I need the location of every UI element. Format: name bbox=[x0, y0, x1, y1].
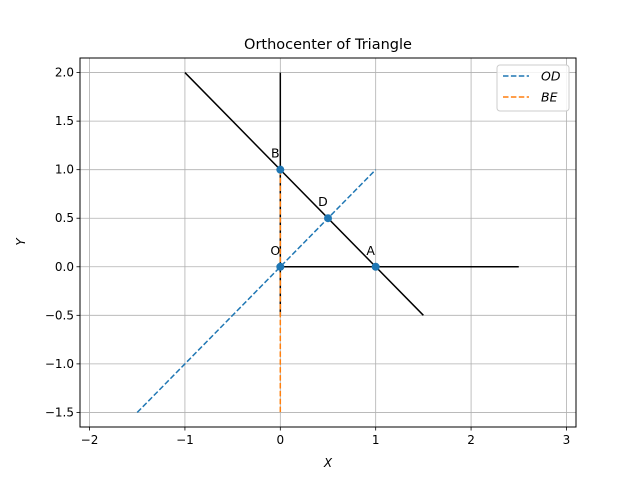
x-axis-ticks: −2 −1 0 1 2 3 bbox=[81, 427, 571, 447]
point-label-o: O bbox=[270, 243, 280, 258]
legend-label-od: OD bbox=[541, 69, 561, 84]
x-tick-label: 3 bbox=[563, 433, 571, 447]
point-label-a: A bbox=[366, 243, 375, 258]
legend: OD BE bbox=[496, 64, 570, 112]
y-tick-label: 0.5 bbox=[55, 211, 74, 225]
points bbox=[276, 165, 380, 271]
point-label-b: B bbox=[271, 146, 280, 161]
y-tick-label: 2.0 bbox=[55, 66, 74, 80]
y-axis-label: Y bbox=[14, 237, 28, 246]
y-tick-label: −1.0 bbox=[45, 357, 74, 371]
y-tick-label: 1.0 bbox=[55, 163, 74, 177]
triangle-lines bbox=[184, 72, 519, 316]
chart-title: Orthocenter of Triangle bbox=[244, 37, 412, 53]
point-d bbox=[324, 214, 332, 223]
plot-frame bbox=[79, 57, 577, 428]
y-tick-label: 0.0 bbox=[55, 260, 74, 274]
y-tick-label: −0.5 bbox=[45, 308, 74, 322]
grid bbox=[80, 58, 576, 427]
series-line-od bbox=[136, 169, 377, 413]
triangle-line bbox=[184, 72, 424, 316]
point-labels: B D O A bbox=[270, 146, 375, 258]
x-tick-label: 2 bbox=[467, 433, 475, 447]
x-tick-label: 0 bbox=[276, 433, 284, 447]
point-b bbox=[276, 165, 285, 174]
x-tick-label: 1 bbox=[372, 433, 380, 447]
x-tick-label: −1 bbox=[176, 433, 194, 447]
point-o bbox=[276, 262, 285, 271]
x-axis-label: X bbox=[323, 456, 333, 470]
x-tick-label: −2 bbox=[81, 433, 99, 447]
y-axis-ticks: −1.5 −1.0 −0.5 0.0 0.5 1.0 1.5 2.0 bbox=[45, 66, 80, 419]
series-lines bbox=[136, 169, 377, 413]
y-tick-label: −1.5 bbox=[45, 405, 74, 419]
y-tick-label: 1.5 bbox=[55, 114, 74, 128]
point-label-d: D bbox=[318, 194, 328, 209]
legend-label-be: BE bbox=[541, 90, 558, 105]
point-a bbox=[371, 262, 380, 271]
